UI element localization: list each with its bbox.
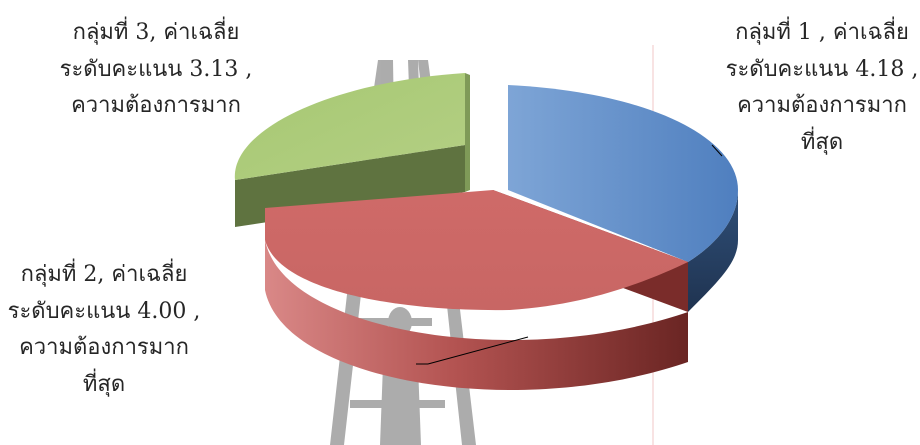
data-label-group-2: กลุ่มที่ 2, ค่าเฉลี่ย ระดับคะแนน 4.00 , … [0, 257, 208, 403]
data-label-line: ความต้องการมาก [19, 335, 189, 360]
data-label-line: กลุ่มที่ 2, ค่าเฉลี่ย [20, 262, 188, 287]
leader-line-group-1 [711, 144, 723, 157]
data-label-line: กลุ่มที่ 3, ค่าเฉลี่ย [72, 20, 240, 45]
data-label-line: ความต้องการมาก [71, 93, 241, 118]
data-label-line: ระดับคะแนน 3.13 , [59, 56, 253, 82]
data-label-line: ที่สุด [800, 129, 844, 155]
data-label-group-1: กลุ่มที่ 1 , ค่าเฉลี่ย ระดับคะแนน 4.18 ,… [718, 15, 920, 161]
leader-lines [416, 144, 723, 365]
data-label-line: ที่สุด [82, 371, 126, 397]
leader-line-group-2 [427, 336, 529, 365]
pie-slice-group-3-side-right [465, 73, 470, 192]
pie-slice-group-1-side [688, 190, 738, 312]
pie-slice-group-3-top [234, 73, 465, 180]
data-label-line: ความต้องการมาก [737, 93, 907, 118]
pie-slice-group-1-top [508, 85, 738, 262]
pie-slice-group-2 [265, 190, 688, 390]
data-label-group-3: กลุ่มที่ 3, ค่าเฉลี่ย ระดับคะแนน 3.13 , … [38, 15, 274, 125]
data-label-line: ระดับคะแนน 4.18 , [725, 56, 919, 82]
pie-slice-group-2-top [265, 190, 688, 311]
data-label-line: ระดับคะแนน 4.00 , [7, 298, 201, 324]
pie-slice-group-2-side [265, 240, 688, 390]
data-label-line: กลุ่มที่ 1 , ค่าเฉลี่ย [735, 20, 909, 45]
pie-slice-group-1 [508, 85, 738, 312]
